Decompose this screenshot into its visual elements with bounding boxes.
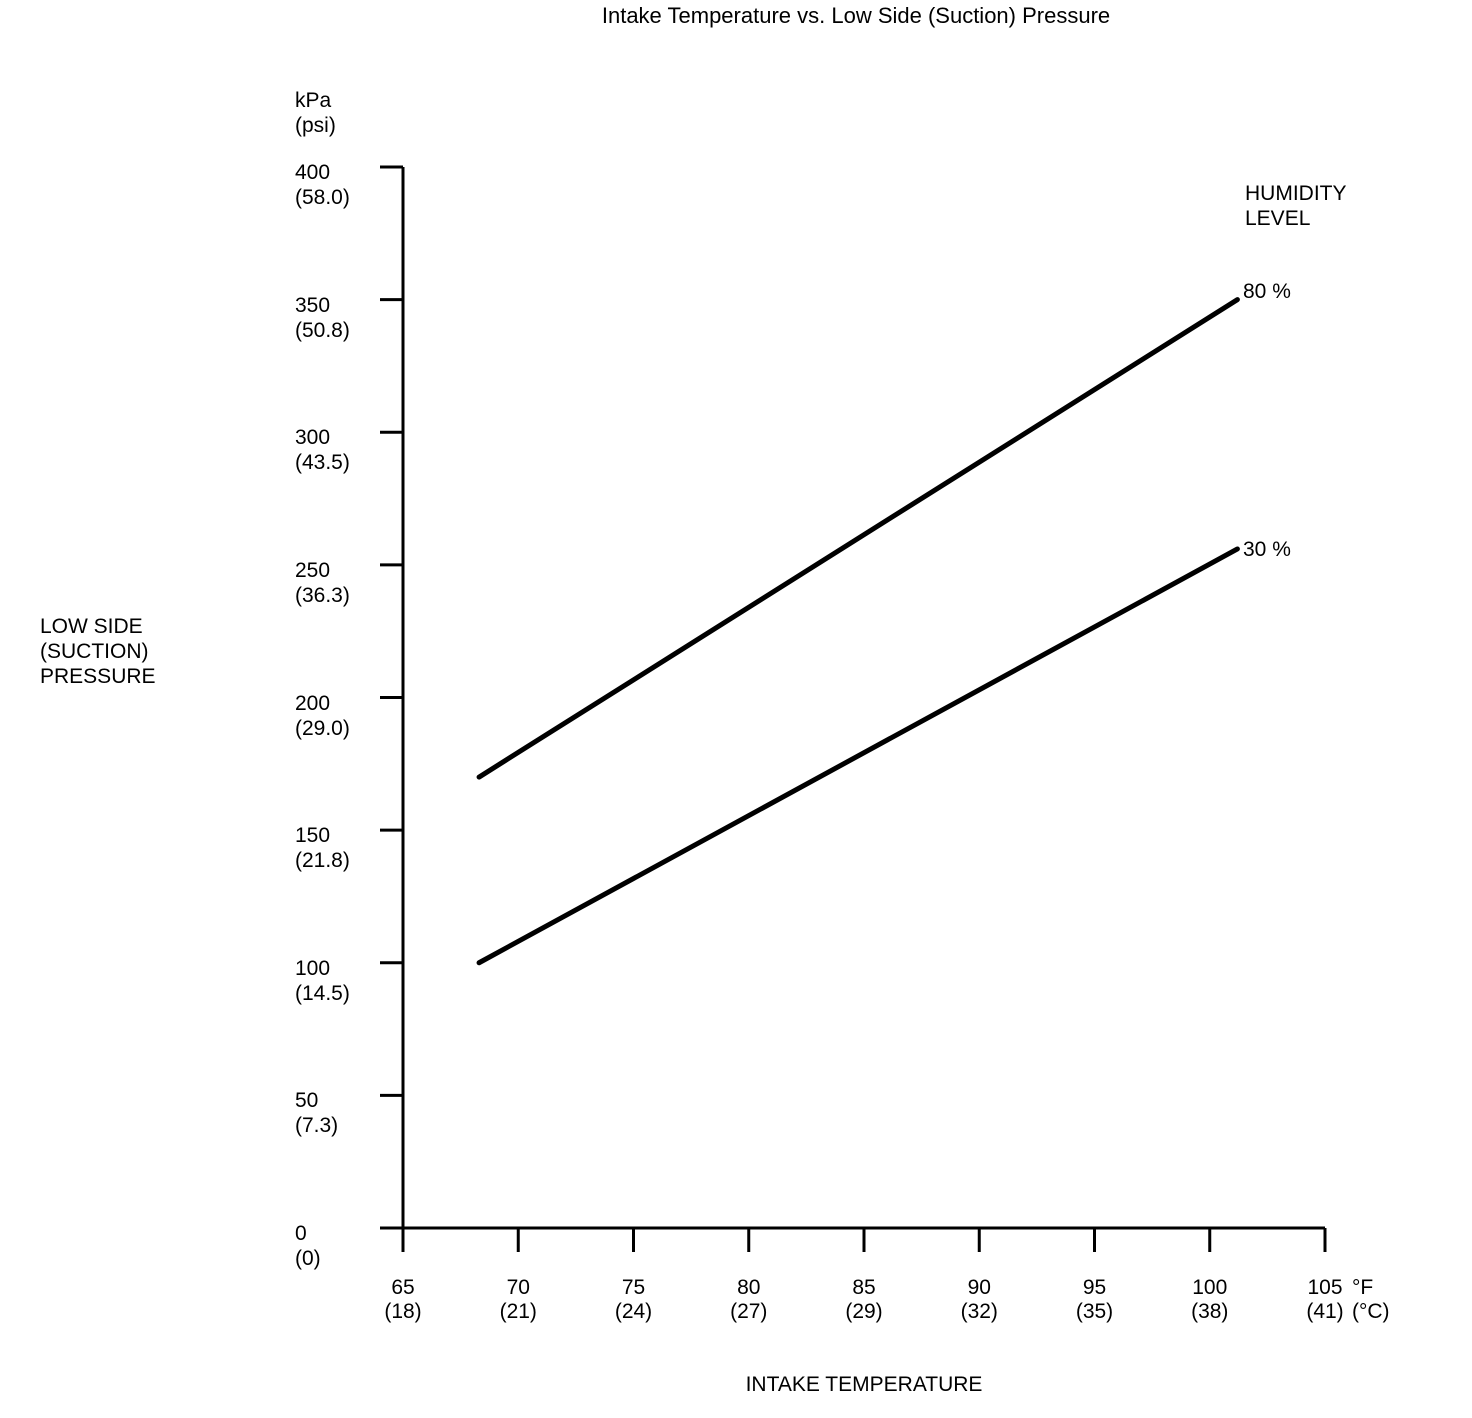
- y-tick-label-300-secondary: (43.5): [295, 451, 350, 475]
- x-tick-label-65: 65 (18): [384, 1276, 421, 1324]
- y-tick-label-250-primary: 250: [295, 558, 331, 582]
- x-tick-label-70-secondary: (21): [499, 1300, 537, 1323]
- x-tick-label-80: 80 (27): [730, 1276, 767, 1324]
- y-axis-title-line2: (SUCTION): [40, 640, 149, 663]
- y-tick-label-100-secondary: (14.5): [295, 981, 350, 1005]
- y-tick-label-400: 400 (58.0): [295, 160, 350, 210]
- x-axis-unit-primary: °F: [1352, 1276, 1374, 1299]
- x-axis-unit: °F (°C): [1352, 1276, 1390, 1324]
- x-tick-label-85-primary: 85: [852, 1276, 876, 1299]
- y-tick-label-50-secondary: (7.3): [295, 1114, 339, 1138]
- legend-title: HUMIDITY LEVEL: [1245, 181, 1347, 231]
- y-tick-label-400-secondary: (58.0): [295, 186, 350, 209]
- chart-title: Intake Temperature vs. Low Side (Suction…: [601, 3, 1111, 28]
- x-tick-label-65-primary: 65: [391, 1276, 415, 1299]
- y-tick-label-150-primary: 150: [295, 824, 331, 848]
- legend-label-80-percent: 80 %: [1243, 280, 1291, 303]
- y-tick-label-0-secondary: (0): [295, 1247, 321, 1270]
- x-tick-label-80-primary: 80: [737, 1276, 761, 1299]
- x-tick-label-105-secondary: (41): [1306, 1300, 1344, 1323]
- x-tick-label-90-secondary: (32): [960, 1300, 998, 1323]
- y-axis-unit-secondary: (psi): [295, 114, 336, 137]
- x-tick-label-95-secondary: (35): [1075, 1300, 1114, 1323]
- x-tick-label-100-secondary: (38): [1191, 1300, 1229, 1323]
- y-tick-label-50: 50 (7.3): [295, 1088, 338, 1138]
- y-axis-title-line1: LOW SIDE: [40, 615, 143, 638]
- y-axis-unit-primary: kPa: [295, 89, 332, 112]
- y-tick-label-300-primary: 300: [295, 426, 331, 450]
- y-tick-label-150: 150 (21.8): [295, 823, 350, 873]
- x-tick-label-80-secondary: (27): [730, 1300, 768, 1323]
- y-tick-label-300: 300 (43.5): [295, 425, 350, 475]
- series-line-30-percent: [476, 546, 1240, 966]
- y-axis-title: LOW SIDE (SUCTION) PRESSURE: [40, 614, 156, 689]
- y-tick-label-100-primary: 100: [295, 956, 331, 980]
- x-tick-label-90-primary: 90: [967, 1276, 991, 1299]
- y-tick-label-200: 200 (29.0): [295, 691, 350, 741]
- y-tick-label-400-primary: 400: [295, 161, 331, 184]
- series-line-80-percent: [476, 297, 1240, 780]
- y-tick-label-250: 250 (36.3): [295, 558, 350, 608]
- x-tick-label-85-secondary: (29): [845, 1300, 883, 1323]
- y-tick-label-350: 350 (50.8): [295, 293, 350, 343]
- x-tick-label-95: 95 (35): [1076, 1276, 1113, 1324]
- y-tick-label-50-primary: 50: [295, 1089, 319, 1113]
- legend-label-30-percent: 30 %: [1243, 538, 1291, 561]
- y-tick-label-0-primary: 0: [295, 1222, 307, 1245]
- x-tick-label-85: 85 (29): [845, 1276, 882, 1324]
- x-tick-label-75-secondary: (24): [614, 1300, 653, 1323]
- legend-title-line2: LEVEL: [1245, 207, 1311, 230]
- x-tick-label-65-secondary: (18): [384, 1300, 422, 1323]
- x-tick-label-75-primary: 75: [621, 1276, 646, 1299]
- y-tick-label-350-primary: 350: [295, 293, 331, 317]
- y-tick-label-350-secondary: (50.8): [295, 318, 350, 342]
- x-tick-label-95-primary: 95: [1082, 1276, 1107, 1299]
- x-axis-title: INTAKE TEMPERATURE: [745, 1373, 983, 1396]
- x-tick-label-100: 100 (38): [1191, 1276, 1228, 1324]
- x-tick-label-105-primary: 105: [1307, 1276, 1343, 1299]
- y-tick-label-150-secondary: (21.8): [295, 849, 350, 873]
- y-tick-label-100: 100 (14.5): [295, 956, 350, 1006]
- x-tick-label-100-primary: 100: [1192, 1276, 1228, 1299]
- x-axis-unit-secondary: (°C): [1352, 1300, 1390, 1323]
- x-tick-label-75: 75 (24): [615, 1276, 652, 1324]
- legend-title-line1: HUMIDITY: [1245, 182, 1347, 205]
- x-tick-label-70-primary: 70: [506, 1276, 530, 1299]
- y-axis-title-line3: PRESSURE: [40, 665, 156, 688]
- x-tick-label-90: 90 (32): [961, 1276, 998, 1324]
- y-tick-label-200-secondary: (29.0): [295, 716, 350, 740]
- y-tick-label-250-secondary: (36.3): [295, 583, 350, 607]
- x-tick-label-105: 105 (41): [1306, 1276, 1343, 1324]
- y-tick-label-200-primary: 200: [295, 691, 331, 715]
- y-axis-unit: kPa (psi): [295, 88, 336, 138]
- y-tick-label-0: 0 (0): [295, 1221, 321, 1271]
- x-tick-label-70: 70 (21): [500, 1276, 537, 1324]
